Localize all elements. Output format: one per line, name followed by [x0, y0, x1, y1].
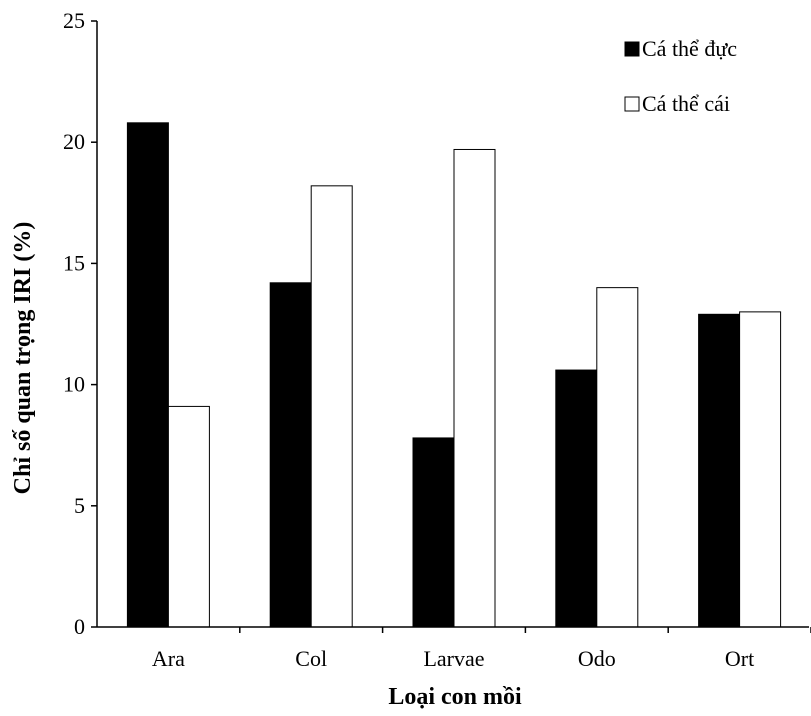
y-tick-label: 15: [63, 250, 85, 275]
x-tick-label: Larvae: [423, 646, 484, 671]
y-tick-label: 5: [74, 493, 85, 518]
x-tick-label: Ort: [725, 646, 754, 671]
bar-female-odo: [596, 287, 639, 628]
bars: [126, 122, 782, 628]
legend-swatch-female: [624, 96, 640, 112]
bar-male-odo: [555, 369, 598, 628]
x-tick-label: Odo: [578, 646, 616, 671]
x-tick-label: Col: [295, 646, 327, 671]
bar-female-col: [310, 185, 353, 628]
y-tick-label: 0: [74, 614, 85, 639]
x-axis-ticks: Ara Col Larvae Odo Ort: [152, 627, 811, 671]
legend: Cá thể đực Cá thể cái: [624, 36, 737, 116]
bar-male-ort: [698, 313, 741, 628]
bar-female-ort: [739, 311, 782, 628]
bar-male-ara: [126, 122, 169, 628]
x-tick-label: Ara: [152, 646, 185, 671]
y-tick-label: 10: [63, 372, 85, 397]
x-axis-title: Loại con mồi: [388, 684, 522, 710]
legend-label-female: Cá thể cái: [642, 91, 730, 116]
y-tick-label: 20: [63, 129, 85, 154]
bar-male-col: [269, 282, 312, 628]
bar-female-ara: [167, 405, 210, 628]
y-axis-ticks: 0 5 10 15 20 25: [63, 8, 97, 639]
bar-female-larvae: [453, 148, 496, 628]
y-tick-label: 25: [63, 8, 85, 33]
legend-label-male: Cá thể đực: [642, 36, 737, 61]
legend-swatch-male: [624, 41, 640, 57]
bar-male-larvae: [412, 437, 455, 628]
y-axis-title: Chỉ số quan trọng IRI (%): [10, 222, 36, 495]
